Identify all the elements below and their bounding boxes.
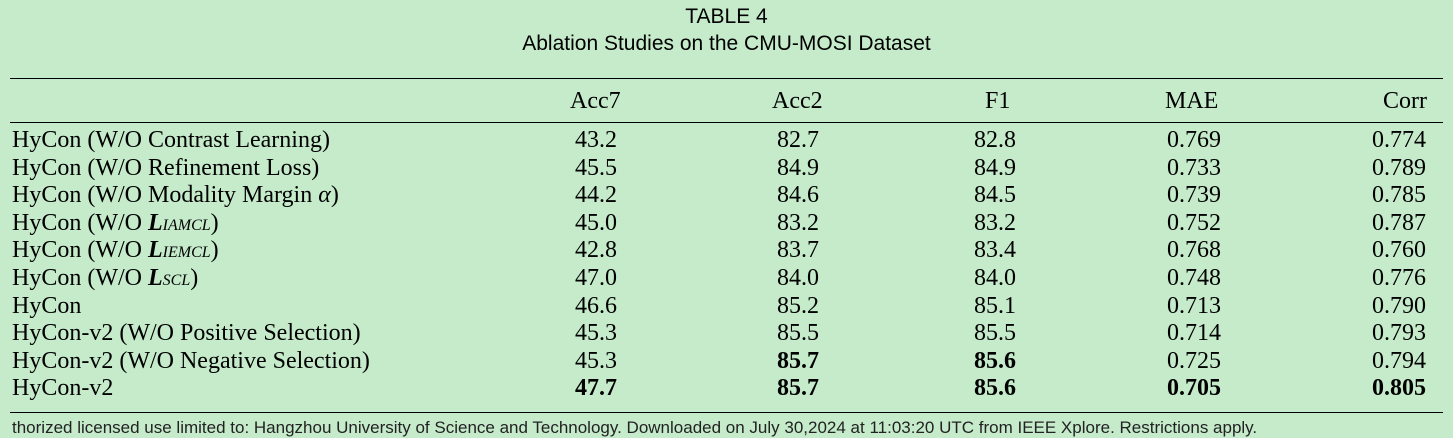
cell-acc2: 85.2 <box>777 292 819 319</box>
cell-acc2: 85.7 <box>777 375 819 402</box>
method-name: HyCon-v2 <box>12 375 114 402</box>
cell-acc2: 83.7 <box>777 237 819 264</box>
table-row: HyCon (W/O Contrast Learning) 43.2 82.7 82.… <box>0 126 1453 154</box>
cell-mae: 0.733 <box>1167 154 1221 181</box>
table-row: HyCon (W/O Refinement Loss) 45.5 84.9 84.9 0… <box>0 154 1453 182</box>
header-mae: MAE <box>1165 88 1219 114</box>
cell-corr: 0.794 <box>1372 347 1426 374</box>
cell-f1: 84.5 <box>974 182 1016 209</box>
cell-corr: 0.789 <box>1372 154 1426 181</box>
cell-mae: 0.768 <box>1167 237 1221 264</box>
cell-acc7: 45.3 <box>575 320 617 347</box>
method-name: HyCon (W/O LIEMCL) <box>12 237 219 264</box>
top-rule <box>10 78 1443 79</box>
table-title: Ablation Studies on the CMU-MOSI Dataset <box>522 32 931 55</box>
cell-f1: 85.5 <box>974 320 1016 347</box>
method-name: HyCon-v2 (W/O Positive Selection) <box>12 320 361 347</box>
method-name: HyCon (W/O Modality Margin α) <box>12 182 339 209</box>
cell-corr: 0.760 <box>1372 237 1426 264</box>
cell-acc2: 82.7 <box>777 127 819 153</box>
table-row: HyCon (W/O LIAMCL) 45.0 83.2 83.2 0.752 0.787 <box>0 209 1453 237</box>
cell-acc2: 85.5 <box>777 320 819 347</box>
cell-corr: 0.805 <box>1372 375 1426 402</box>
cell-acc7: 46.6 <box>575 292 617 319</box>
table-label: TABLE 4 <box>685 5 768 28</box>
cell-acc7: 44.2 <box>575 182 617 209</box>
cell-acc7: 45.5 <box>575 154 617 181</box>
cell-corr: 0.790 <box>1372 292 1426 319</box>
table-row: HyCon-v2 (W/O Positive Selection) 45.3 85.… <box>0 319 1453 347</box>
table-row: HyCon 46.6 85.2 85.1 0.713 0.790 <box>0 292 1453 320</box>
method-name: HyCon <box>12 292 82 319</box>
bottom-rule <box>10 412 1443 413</box>
cell-corr: 0.776 <box>1372 265 1426 291</box>
cell-mae: 0.752 <box>1167 209 1221 236</box>
header-corr: Corr <box>1383 88 1427 114</box>
cell-acc2: 83.2 <box>777 209 819 236</box>
cell-f1: 83.2 <box>974 209 1016 236</box>
header-rule <box>10 122 1443 123</box>
header-acc2: Acc2 <box>772 88 823 114</box>
method-name: HyCon (W/O Refinement Loss) <box>12 154 320 181</box>
cell-acc7: 45.3 <box>575 347 617 374</box>
header-f1: F1 <box>985 88 1011 114</box>
cell-f1: 85.1 <box>974 292 1016 319</box>
header-acc7: Acc7 <box>570 88 621 114</box>
table-row: HyCon-v2 (W/O Negative Selection) 45.3 85.… <box>0 347 1453 375</box>
cell-corr: 0.787 <box>1372 209 1426 236</box>
table-row: HyCon (W/O LSCL) 47.0 84.0 84.0 0.748 0.776 <box>0 264 1453 292</box>
cell-mae: 0.739 <box>1167 182 1221 209</box>
table-row: HyCon (W/O Modality Margin α) 44.2 84.6 84.… <box>0 181 1453 209</box>
cell-f1: 83.4 <box>974 237 1016 264</box>
cell-mae: 0.748 <box>1167 265 1221 291</box>
cell-acc2: 84.9 <box>777 154 819 181</box>
cell-acc2: 84.0 <box>777 265 819 291</box>
cell-corr: 0.793 <box>1372 320 1426 347</box>
cell-mae: 0.714 <box>1167 320 1221 347</box>
cell-acc7: 42.8 <box>575 237 617 264</box>
cell-corr: 0.785 <box>1372 182 1426 209</box>
cell-acc7: 43.2 <box>575 127 617 153</box>
cell-f1: 84.9 <box>974 154 1016 181</box>
table-row: HyCon (W/O LIEMCL) 42.8 83.7 83.4 0.768 0.760 <box>0 236 1453 264</box>
method-name: HyCon (W/O Contrast Learning) <box>12 127 330 153</box>
method-name: HyCon (W/O LSCL) <box>12 265 199 291</box>
cell-mae: 0.725 <box>1167 347 1221 374</box>
cell-acc2: 85.7 <box>777 347 819 374</box>
method-name: HyCon-v2 (W/O Negative Selection) <box>12 347 370 374</box>
cell-f1: 84.0 <box>974 265 1016 291</box>
cell-mae: 0.713 <box>1167 292 1221 319</box>
cell-f1: 85.6 <box>974 375 1016 402</box>
footer-download-notice: thorized licensed use limited to: Hangzh… <box>12 418 1258 437</box>
cell-acc7: 47.0 <box>575 265 617 291</box>
cell-corr: 0.774 <box>1372 127 1426 153</box>
cell-acc7: 47.7 <box>575 375 617 402</box>
table-row: HyCon-v2 47.7 85.7 85.6 0.705 0.805 <box>0 374 1453 402</box>
cell-f1: 82.8 <box>974 127 1016 153</box>
cell-f1: 85.6 <box>974 347 1016 374</box>
cell-acc7: 45.0 <box>575 209 617 236</box>
method-name: HyCon (W/O LIAMCL) <box>12 209 219 236</box>
cell-mae: 0.705 <box>1167 375 1221 402</box>
cell-acc2: 84.6 <box>777 182 819 209</box>
cell-mae: 0.769 <box>1167 127 1221 153</box>
